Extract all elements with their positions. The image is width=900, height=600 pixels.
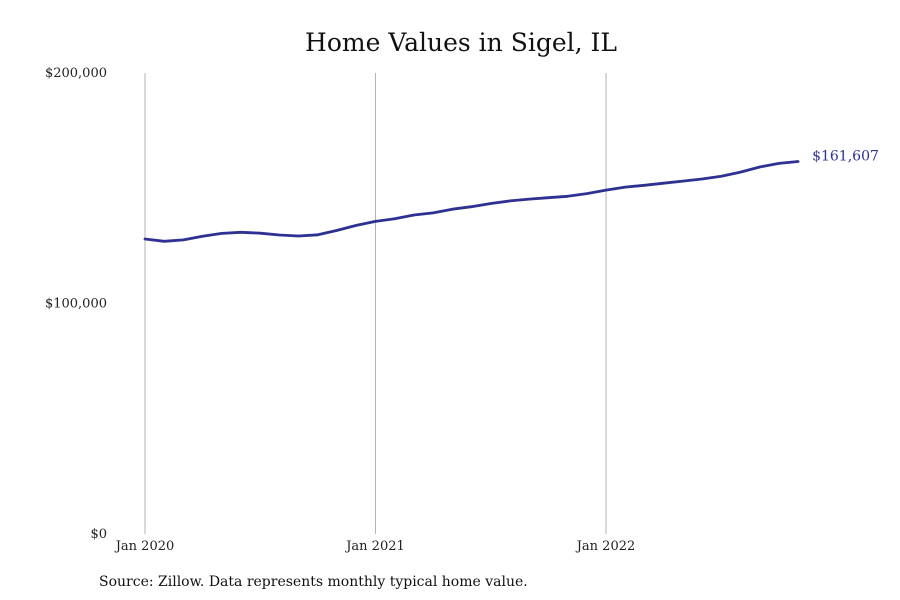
source-note: Source: Zillow. Data represents monthly …	[99, 574, 528, 590]
data-point-2022-04	[662, 182, 665, 185]
grid-lines	[144, 73, 607, 534]
series-line-0	[143, 160, 800, 243]
data-point-2021-01	[374, 220, 377, 223]
y-tick-label-2: $200,000	[45, 66, 107, 81]
data-point-2020-11	[336, 229, 339, 232]
x-tick-label-0: Jan 2020	[114, 539, 175, 554]
data-point-2020-09	[297, 235, 300, 238]
data-point-2020-12	[355, 224, 358, 227]
data-point-2021-10	[547, 196, 550, 199]
data-point-2021-11	[566, 195, 569, 198]
y-axis-ticks: $0 $100,000 $200,000	[45, 66, 107, 542]
data-point-2022-07	[720, 175, 723, 178]
data-point-2020-08	[278, 234, 281, 237]
data-point-2021-02	[393, 217, 396, 220]
data-point-2021-12	[585, 192, 588, 195]
data-point-2022-06	[701, 178, 704, 181]
x-tick-label-2: Jan 2022	[575, 539, 636, 554]
data-point-2020-05	[220, 232, 223, 235]
data-point-2022-11	[797, 160, 800, 163]
data-point-2020-10	[317, 233, 320, 236]
data-point-2021-08	[509, 200, 512, 203]
x-tick-label-1: Jan 2021	[344, 539, 405, 554]
data-point-2022-09	[758, 166, 761, 169]
series-layer: $161,607	[143, 148, 879, 243]
end-value-label: $161,607	[812, 148, 879, 164]
data-point-2020-02	[163, 240, 166, 243]
data-point-2021-07	[489, 202, 492, 205]
data-point-2022-01	[605, 189, 608, 192]
data-point-2021-03	[413, 214, 416, 217]
data-point-2022-10	[778, 162, 781, 165]
data-point-2020-03	[182, 239, 185, 242]
data-point-2022-02	[624, 186, 627, 189]
y-tick-label-1: $100,000	[45, 297, 107, 312]
y-tick-label-0: $0	[90, 527, 107, 542]
data-point-2020-01	[144, 238, 147, 241]
data-point-2022-03	[643, 184, 646, 187]
data-point-2022-05	[681, 180, 684, 183]
data-point-2020-07	[259, 232, 262, 235]
data-point-2021-04	[432, 212, 435, 215]
data-point-2021-05	[451, 208, 454, 211]
chart-title: Home Values in Sigel, IL	[305, 28, 617, 57]
data-point-2021-06	[470, 205, 473, 208]
data-point-2020-06	[240, 231, 243, 234]
x-axis-ticks: Jan 2020 Jan 2021 Jan 2022	[114, 539, 636, 554]
data-point-2020-04	[201, 235, 204, 238]
data-point-2021-09	[528, 198, 531, 201]
data-point-2022-08	[739, 171, 742, 174]
